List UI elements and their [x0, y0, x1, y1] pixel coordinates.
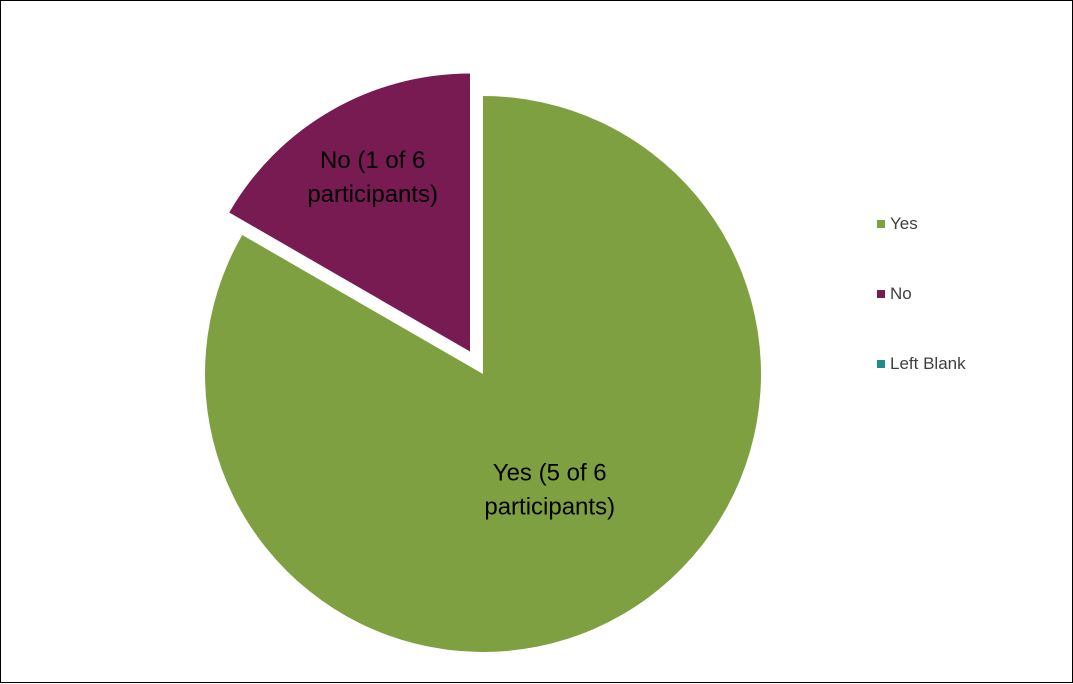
- pie-slice-yes: [205, 96, 761, 652]
- legend-item-left-blank: Left Blank: [877, 353, 1057, 375]
- legend-swatch-left-blank: [877, 360, 885, 368]
- legend-label-left-blank: Left Blank: [890, 354, 966, 373]
- legend-swatch-yes: [877, 220, 885, 228]
- legend-item-no: No: [877, 283, 1057, 305]
- pie-slice-no: [229, 73, 470, 352]
- legend-label-no: No: [890, 284, 912, 303]
- data-label-no-line-1: No (1 of 6: [320, 147, 425, 174]
- data-label-no-line-2: participants): [307, 181, 438, 208]
- legend-swatch-no: [877, 290, 885, 298]
- data-label-yes: Yes (5 of 6 participants): [484, 460, 615, 521]
- legend: Yes No Left Blank: [877, 213, 1057, 423]
- legend-item-yes: Yes: [877, 213, 1057, 235]
- data-label-yes-line-1: Yes (5 of 6: [493, 460, 607, 487]
- data-label-no: No (1 of 6 participants): [307, 147, 438, 208]
- data-label-yes-line-2: participants): [484, 494, 615, 521]
- legend-label-yes: Yes: [890, 214, 918, 233]
